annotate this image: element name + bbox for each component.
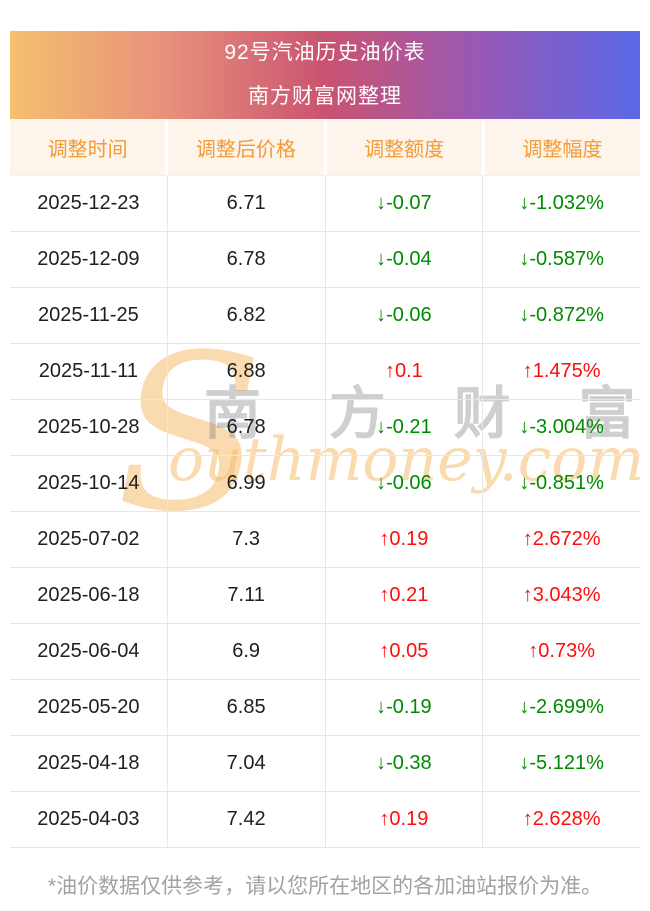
change-amount-cell: ↓-0.04: [326, 232, 484, 287]
table-row: 2025-12-23 6.71 ↓-0.07 ↓-1.032%: [10, 176, 640, 232]
date-cell: 2025-05-20: [10, 680, 168, 735]
table-row: 2025-11-25 6.82 ↓-0.06 ↓-0.872%: [10, 288, 640, 344]
column-header-date: 调整时间: [10, 119, 169, 175]
table-row: 2025-11-11 6.88 ↑0.1 ↑1.475%: [10, 344, 640, 400]
change-percent-cell: ↑2.672%: [522, 528, 601, 550]
change-percent-cell: ↓-0.851%: [519, 472, 604, 494]
price-cell: 6.78: [168, 232, 326, 287]
change-percent-cell: ↓-0.872%: [519, 304, 604, 326]
column-header-price: 调整后价格: [168, 119, 327, 175]
table-body: 2025-12-23 6.71 ↓-0.07 ↓-1.032% 2025-12-09 6.…: [10, 176, 640, 848]
change-amount-cell: ↓-0.21: [326, 400, 484, 455]
change-percent-cell: ↓-1.032%: [519, 192, 604, 214]
date-cell: 2025-10-28: [10, 400, 168, 455]
date-cell: 2025-04-18: [10, 736, 168, 791]
change-amount-cell: ↑0.05: [326, 624, 484, 679]
change-percent-cell: ↑3.043%: [522, 584, 601, 606]
change-amount-cell: ↑0.1: [326, 344, 484, 399]
date-cell: 2025-07-02: [10, 512, 168, 567]
table-subtitle: 南方财富网整理: [248, 85, 402, 108]
date-cell: 2025-06-04: [10, 624, 168, 679]
change-amount-cell: ↑0.19: [326, 792, 484, 847]
table-row: 2025-06-18 7.11 ↑0.21 ↑3.043%: [10, 568, 640, 624]
price-cell: 7.04: [168, 736, 326, 791]
price-cell: 6.82: [168, 288, 326, 343]
change-percent-cell: ↓-2.699%: [519, 696, 604, 718]
change-amount-cell: ↓-0.19: [326, 680, 484, 735]
price-cell: 7.11: [168, 568, 326, 623]
table-row: 2025-04-18 7.04 ↓-0.38 ↓-5.121%: [10, 736, 640, 792]
date-cell: 2025-11-25: [10, 288, 168, 343]
table-header-row: 调整时间 调整后价格 调整额度 调整幅度: [10, 119, 640, 176]
change-amount-cell: ↓-0.06: [326, 288, 484, 343]
date-cell: 2025-12-09: [10, 232, 168, 287]
price-cell: 6.88: [168, 344, 326, 399]
date-cell: 2025-12-23: [10, 176, 168, 231]
column-header-pct: 调整幅度: [484, 119, 640, 175]
disclaimer-note: *油价数据仅供参考，请以您所在地区的各加油站报价为准。: [47, 875, 603, 898]
change-amount-cell: ↑0.19: [326, 512, 484, 567]
change-percent-cell: ↑2.628%: [522, 808, 601, 830]
change-percent-cell: ↑1.475%: [522, 360, 601, 382]
table-row: 2025-10-14 6.99 ↓-0.06 ↓-0.851%: [10, 456, 640, 512]
table-row: 2025-07-02 7.3 ↑0.19 ↑2.672%: [10, 512, 640, 568]
change-percent-cell: ↓-3.004%: [519, 416, 604, 438]
column-header-change: 调整额度: [326, 119, 485, 175]
price-cell: 7.3: [168, 512, 326, 567]
table-row: 2025-12-09 6.78 ↓-0.04 ↓-0.587%: [10, 232, 640, 288]
price-cell: 7.42: [168, 792, 326, 847]
price-cell: 6.78: [168, 400, 326, 455]
date-cell: 2025-06-18: [10, 568, 168, 623]
table-row: 2025-10-28 6.78 ↓-0.21 ↓-3.004%: [10, 400, 640, 456]
table-title-banner: 92号汽油历史油价表 南方财富网整理: [10, 31, 640, 119]
price-cell: 6.85: [168, 680, 326, 735]
date-cell: 2025-11-11: [10, 344, 168, 399]
change-percent-cell: ↓-0.587%: [519, 248, 604, 270]
change-amount-cell: ↓-0.06: [326, 456, 484, 511]
price-cell: 6.71: [168, 176, 326, 231]
change-percent-cell: ↑0.73%: [528, 640, 595, 662]
table-row: 2025-05-20 6.85 ↓-0.19 ↓-2.699%: [10, 680, 640, 736]
change-amount-cell: ↓-0.38: [326, 736, 484, 791]
price-cell: 6.9: [168, 624, 326, 679]
change-amount-cell: ↑0.21: [326, 568, 484, 623]
change-amount-cell: ↓-0.07: [326, 176, 484, 231]
oil-price-table-card: 92号汽油历史油价表 南方财富网整理 调整时间 调整后价格 调整额度 调整幅度 202…: [10, 31, 640, 900]
date-cell: 2025-04-03: [10, 792, 168, 847]
table-row: 2025-04-03 7.42 ↑0.19 ↑2.628%: [10, 792, 640, 848]
date-cell: 2025-10-14: [10, 456, 168, 511]
change-percent-cell: ↓-5.121%: [519, 752, 604, 774]
table-title: 92号汽油历史油价表: [224, 41, 426, 64]
price-cell: 6.99: [168, 456, 326, 511]
table-row: 2025-06-04 6.9 ↑0.05 ↑0.73%: [10, 624, 640, 680]
